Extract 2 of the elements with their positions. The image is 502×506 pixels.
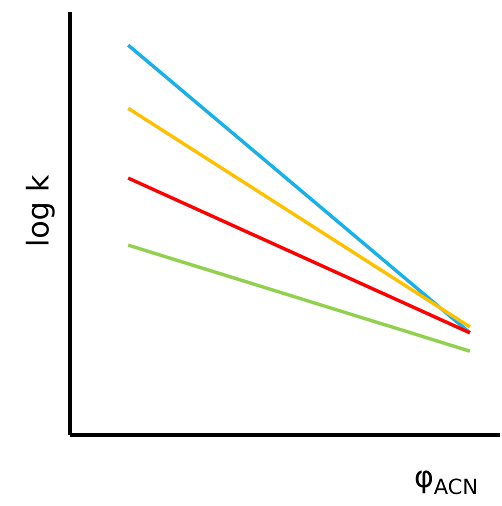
x-axis-title: φ$_{ACN}$ (416, 470, 476, 494)
y-axis-title: log k (26, 174, 55, 244)
